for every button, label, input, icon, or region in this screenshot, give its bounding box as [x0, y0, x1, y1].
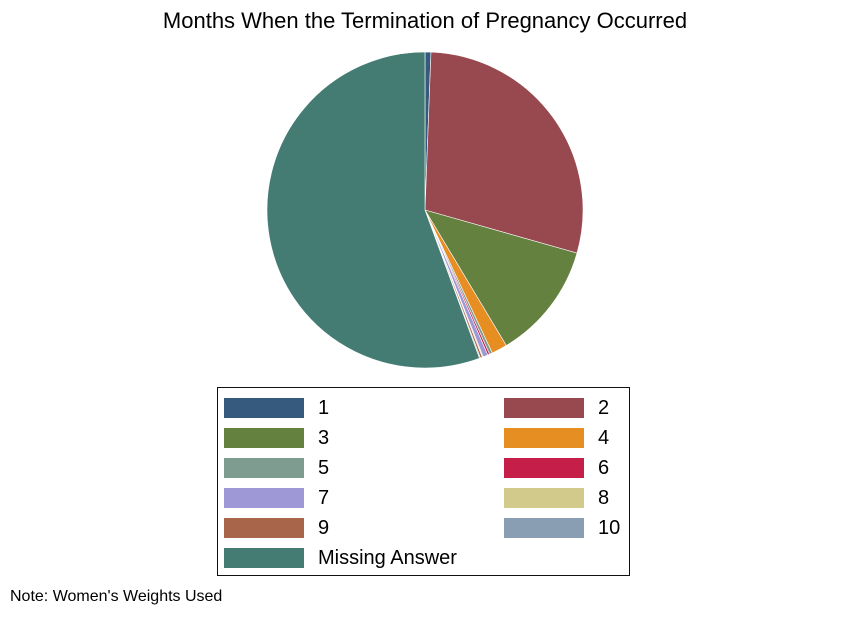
legend-item-3: 3	[224, 427, 329, 449]
legend-label: 8	[598, 486, 610, 509]
legend-label: 7	[318, 486, 330, 509]
legend-swatch	[504, 458, 584, 478]
legend-swatch	[504, 428, 584, 448]
legend-swatch	[504, 488, 584, 508]
legend-label: 1	[318, 396, 330, 419]
legend-label: 9	[318, 516, 330, 539]
legend-item-6: 6	[504, 457, 609, 479]
legend-swatch	[224, 428, 304, 448]
pie-slice-missing-answer	[266, 51, 480, 369]
legend-label: 2	[598, 396, 610, 419]
legend-swatch	[224, 518, 304, 538]
legend-swatch	[224, 458, 304, 478]
legend-item-5: 5	[224, 457, 329, 479]
pie-slice-3	[424, 209, 578, 346]
legend-item-10: 10	[504, 517, 620, 539]
pie-slice-2	[424, 51, 584, 254]
legend-label: 4	[598, 426, 610, 449]
legend: 1 2 3 4 5 6 7 8 9 10 Missing Answer	[217, 387, 630, 576]
legend-swatch	[224, 488, 304, 508]
legend-swatch	[224, 548, 304, 568]
legend-swatch	[504, 398, 584, 418]
legend-label: Missing Answer	[318, 546, 457, 569]
legend-item-4: 4	[504, 427, 609, 449]
legend-item-9: 9	[224, 517, 329, 539]
chart-title: Months When the Termination of Pregnancy…	[162, 8, 688, 33]
legend-item-7: 7	[224, 487, 329, 509]
legend-swatch	[504, 518, 584, 538]
legend-label: 3	[318, 426, 330, 449]
legend-item-8: 8	[504, 487, 609, 509]
legend-label: 5	[318, 456, 330, 479]
legend-item-1: 1	[224, 397, 329, 419]
legend-label: 10	[598, 516, 621, 539]
legend-swatch	[224, 398, 304, 418]
legend-item-missing-answer: Missing Answer	[224, 547, 457, 569]
chart-note: Note: Women's Weights Used	[10, 588, 223, 605]
legend-item-2: 2	[504, 397, 609, 419]
legend-label: 6	[598, 456, 610, 479]
